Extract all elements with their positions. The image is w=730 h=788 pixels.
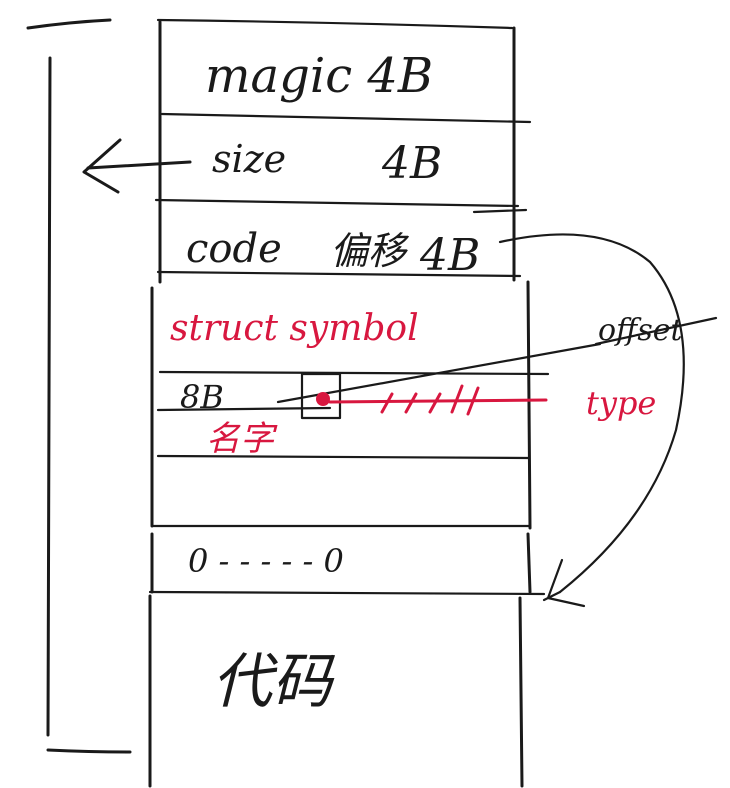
name-cn-label: 名字 (206, 419, 278, 459)
code-bytes-label: 4B (419, 230, 480, 281)
offset-dot (316, 392, 330, 406)
layout-column-box (148, 18, 546, 788)
offset-label: offset (598, 313, 683, 348)
struct-symbol-label: struct symbol (170, 308, 419, 349)
name-size-label: 8B (180, 378, 224, 416)
size-label: size (212, 137, 286, 181)
code-offset-arrow (472, 208, 685, 608)
type-field-line (328, 384, 548, 416)
magic-label: magic 4B (205, 48, 433, 104)
size-bytes-label: 4B (381, 138, 442, 189)
offset-field-box (276, 316, 718, 420)
size-arrow (82, 138, 192, 194)
code-offset-label: 偏移 (330, 229, 410, 273)
code-label: code (186, 226, 282, 272)
outer-bracket (26, 18, 132, 754)
terminator-label: 0 - - - - - 0 (188, 542, 344, 580)
code-section-label: 代码 (212, 647, 336, 717)
type-label: type (586, 384, 656, 422)
